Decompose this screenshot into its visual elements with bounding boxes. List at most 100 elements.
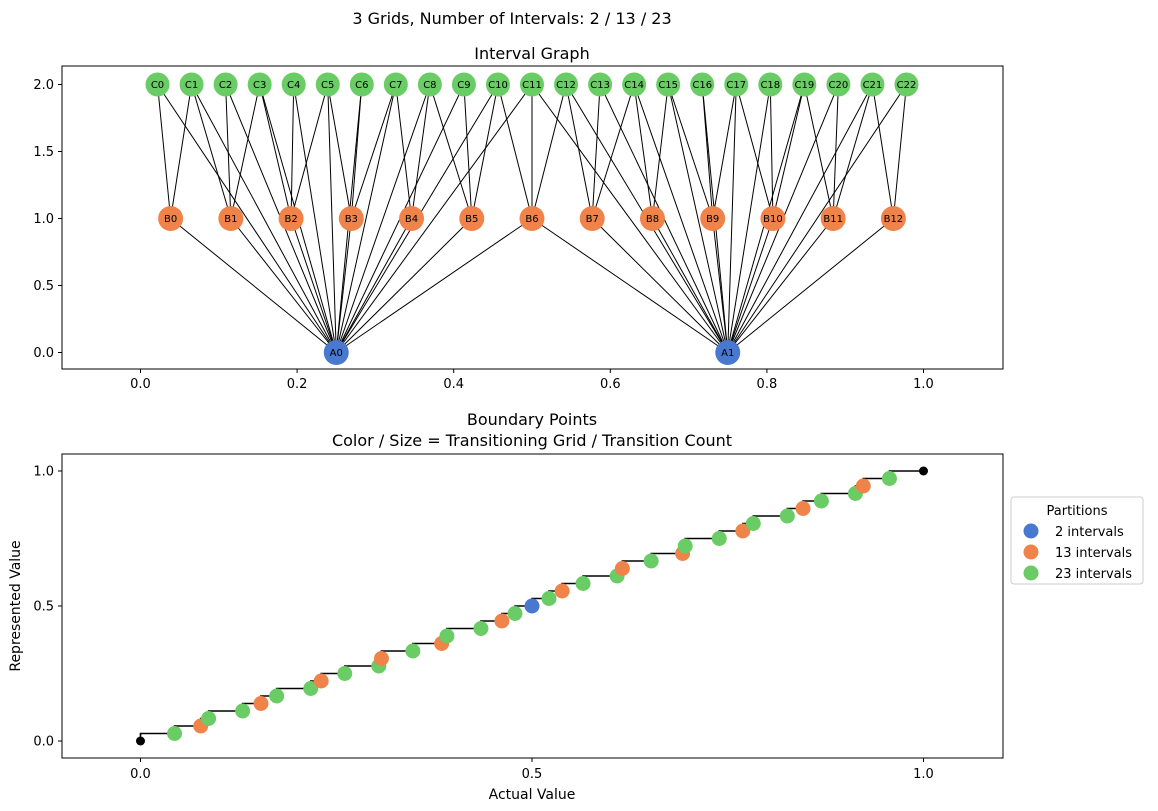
graph-node-label: B10 (763, 214, 783, 225)
graph-node-label: B1 (224, 214, 237, 225)
graph-node-label: B2 (284, 214, 297, 225)
graph-node-marker (247, 72, 272, 97)
boundary-point (813, 493, 829, 509)
graph-edge (712, 84, 737, 219)
graph-node-b6: B6 (519, 206, 545, 231)
graph-node-marker (383, 72, 408, 97)
boundary-point (643, 553, 659, 569)
graph-edge (591, 84, 601, 219)
graph-edge (871, 84, 894, 219)
graph-node-marker (349, 72, 374, 97)
graph-edge (667, 84, 714, 219)
boundary-point (167, 726, 183, 741)
graph-node-c13: C13 (588, 72, 613, 97)
graph-edge (565, 84, 593, 219)
boundary-point (554, 583, 570, 599)
graph-edge (225, 84, 232, 219)
graph-edge (652, 218, 729, 353)
graph-node-marker (656, 72, 681, 97)
graph-node-label: B6 (525, 214, 538, 225)
graph-node-label: C0 (151, 80, 164, 91)
y-axis-label: Represented Value (8, 540, 24, 671)
graph-node-b10: B10 (760, 206, 786, 231)
graph-node-marker (399, 206, 425, 231)
boundary-point (779, 508, 795, 524)
x-tick-label: 1.0 (913, 767, 934, 782)
x-tick-label: 1.0 (913, 377, 934, 392)
graph-node-label: B0 (164, 214, 177, 225)
graph-node-label: B8 (646, 214, 659, 225)
graph-node-b12: B12 (880, 206, 906, 231)
boundary-point (881, 471, 897, 486)
graph-node-b0: B0 (158, 206, 184, 231)
graph-node-b11: B11 (820, 206, 846, 231)
graph-node-marker (820, 206, 846, 231)
x-tick-label: 0.4 (443, 377, 464, 392)
boundary-point (269, 688, 285, 704)
graph-node-label: C1 (185, 80, 198, 91)
graph-node-marker (579, 206, 605, 231)
graph-edge (735, 84, 774, 219)
graph-edge (411, 84, 431, 219)
graph-edge (327, 84, 352, 219)
graph-edge (335, 218, 412, 353)
graph-node-marker (520, 72, 544, 97)
legend-label-13-intervals: 13 intervals (1055, 546, 1132, 561)
graph-node-marker (622, 72, 647, 97)
graph-edge (290, 218, 337, 353)
boundary-point (711, 531, 727, 546)
x-tick-label: 0.2 (287, 377, 308, 392)
graph-node-c6: C6 (349, 72, 374, 97)
graph-edge (591, 84, 635, 219)
graph-node-marker (519, 206, 545, 231)
graph-node-c18: C18 (758, 72, 783, 97)
graph-node-marker (690, 72, 715, 97)
graph-node-label: C8 (423, 80, 436, 91)
graph-node-c10: C10 (485, 72, 510, 97)
y-tick-label: 0.5 (33, 279, 54, 294)
x-tick-label: 0.0 (130, 377, 151, 392)
graph-edge (191, 84, 337, 353)
interval-graph-title: Interval Graph (474, 44, 589, 63)
boundary-point (313, 673, 329, 689)
graph-node-label: B4 (405, 214, 418, 225)
graph-edge (471, 84, 499, 219)
graph-node-marker (338, 206, 364, 231)
y-tick-label: 1.0 (33, 212, 54, 227)
graph-edge (395, 84, 413, 219)
graph-edge (531, 84, 567, 219)
graph-node-marker (588, 72, 613, 97)
graph-node-label: C7 (389, 80, 402, 91)
graph-edge (727, 218, 834, 353)
boundary-point (855, 478, 871, 494)
graph-node-marker (179, 72, 204, 97)
graph-node-marker (281, 72, 306, 97)
graph-node-label: B9 (706, 214, 719, 225)
partitions-legend: Partitions 2 intervals 13 intervals 23 i… (1010, 496, 1144, 585)
graph-node-c11: C11 (520, 72, 544, 97)
boundary-point (541, 591, 557, 606)
legend-marker-2-intervals (1023, 523, 1039, 539)
graph-node-b2: B2 (278, 206, 304, 231)
graph-node-c12: C12 (554, 72, 579, 97)
graph-node-c5: C5 (315, 72, 340, 97)
graph-node-label: B5 (465, 214, 478, 225)
boundary-point (373, 651, 389, 666)
graph-node-marker (451, 72, 476, 97)
graph-edge (497, 84, 533, 219)
graph-edge (170, 84, 193, 219)
graph-node-c9: C9 (451, 72, 476, 97)
graph-node-marker (792, 72, 817, 97)
boundary-points-title-line2: Color / Size = Transitioning Grid / Tran… (332, 431, 732, 450)
graph-node-label: C12 (556, 80, 576, 91)
endpoint-marker (919, 466, 928, 476)
graph-node-label: C15 (658, 80, 678, 91)
graph-node-marker (700, 206, 726, 231)
y-tick-label: 1.5 (33, 145, 54, 160)
graph-node-marker (639, 206, 665, 231)
graph-node-marker (417, 72, 442, 97)
graph-node-marker (826, 72, 851, 97)
graph-node-c4: C4 (281, 72, 306, 97)
graph-edge (591, 218, 729, 353)
graph-edge (727, 218, 774, 353)
